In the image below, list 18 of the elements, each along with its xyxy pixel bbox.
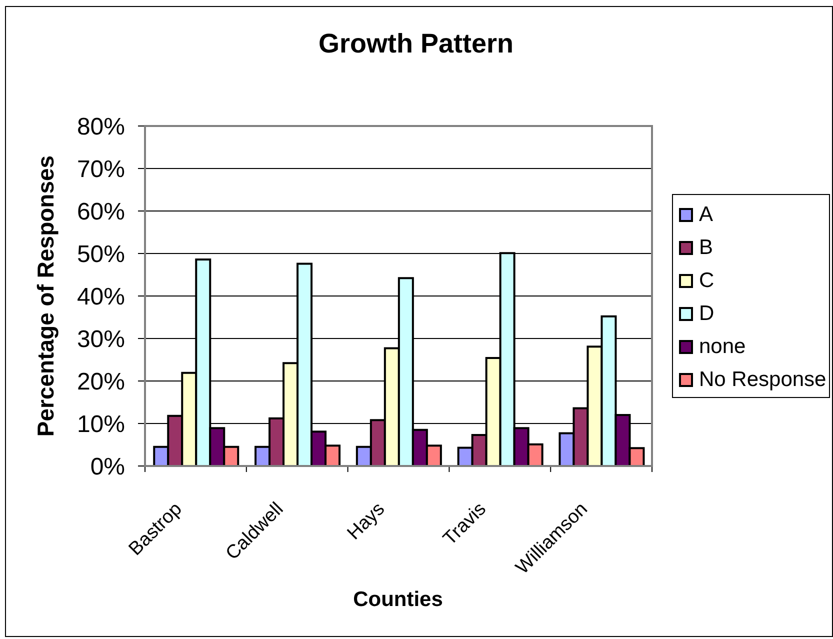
legend-label: A bbox=[699, 202, 714, 226]
legend-label: No Response bbox=[699, 368, 826, 392]
y-tick-label: 60% bbox=[76, 198, 125, 226]
legend-label: C bbox=[699, 268, 714, 292]
legend-label: D bbox=[699, 302, 714, 326]
y-tick-label: 20% bbox=[76, 368, 125, 396]
y-tick-label: 50% bbox=[76, 241, 125, 268]
y-tick-label: 30% bbox=[76, 326, 125, 354]
legend-label: none bbox=[699, 334, 746, 358]
y-tick-label: 10% bbox=[76, 411, 125, 438]
legend-label: B bbox=[699, 236, 714, 260]
x-axis-title: Counties bbox=[353, 588, 443, 612]
y-axis-title: Percentage of Responses bbox=[32, 155, 60, 437]
y-tick-label: 40% bbox=[76, 284, 125, 311]
chart-title: Growth Pattern bbox=[318, 28, 514, 60]
y-tick-label: 80% bbox=[76, 114, 125, 141]
y-tick-label: 70% bbox=[76, 156, 125, 184]
y-tick-label: 0% bbox=[90, 454, 125, 481]
